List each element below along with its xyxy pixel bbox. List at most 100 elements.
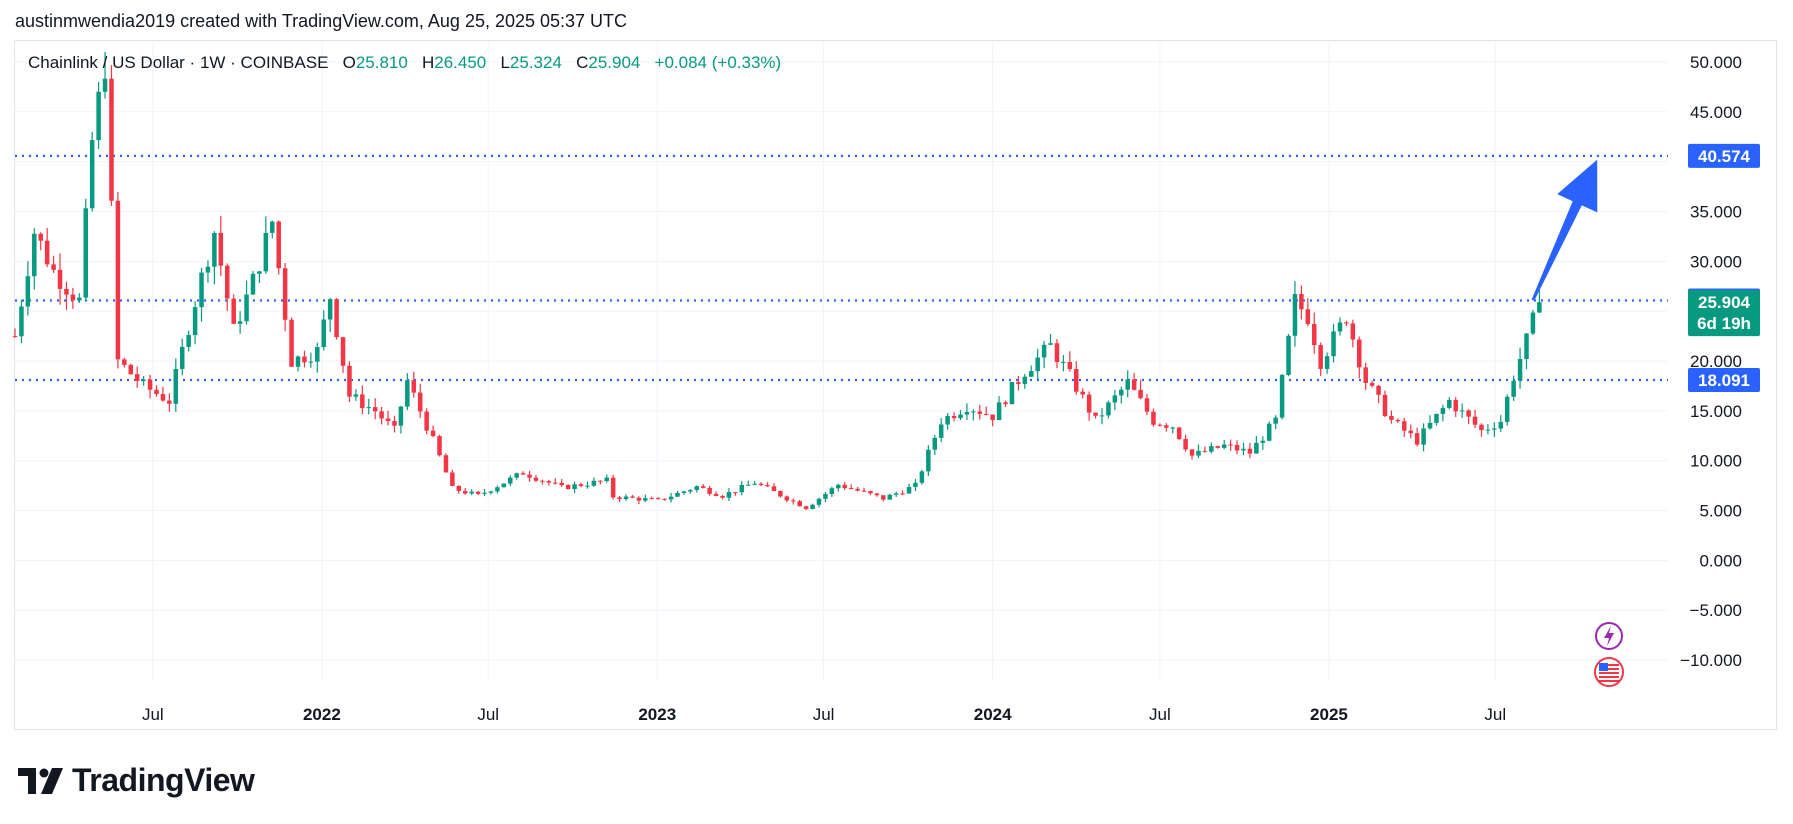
high-value: 26.450 <box>434 53 487 72</box>
candle-body <box>289 319 294 367</box>
candle-body <box>501 483 507 488</box>
candle-body <box>829 488 835 494</box>
candle-body <box>89 140 95 209</box>
candle-body <box>707 487 712 494</box>
candle-body <box>1106 402 1111 416</box>
candle-body <box>25 276 31 307</box>
y-tick-label: 35.000 <box>1690 202 1742 221</box>
candle-body <box>745 484 751 486</box>
candle-body <box>1125 379 1130 390</box>
candle-body <box>1363 367 1368 383</box>
candle-body <box>546 481 552 483</box>
candle-body <box>1414 433 1420 445</box>
event-icons <box>1594 622 1624 687</box>
candle-body <box>540 480 545 482</box>
candle-body <box>398 406 404 426</box>
candle-body <box>578 484 584 486</box>
candle-body <box>572 484 577 490</box>
level-badge <box>1688 368 1760 393</box>
tradingview-logo[interactable]: TradingView <box>18 762 255 799</box>
candle-body <box>1016 382 1021 384</box>
candle-body <box>173 369 179 404</box>
candle-body <box>417 392 423 412</box>
candle-body <box>1170 427 1175 429</box>
candle-body <box>1228 444 1233 446</box>
candle-body <box>437 436 442 456</box>
horizontal-levels <box>15 154 1668 382</box>
candle-body <box>462 490 468 494</box>
candle-body <box>1421 428 1426 445</box>
candle-body <box>938 424 944 438</box>
candle-body <box>514 473 519 478</box>
candle-body <box>1344 322 1349 324</box>
candle-body <box>38 233 43 241</box>
candle-body <box>122 359 127 365</box>
high-label: H <box>421 53 435 72</box>
x-tick-label: 2022 <box>303 705 341 724</box>
candle-body <box>327 299 333 320</box>
candle-body <box>340 337 346 366</box>
candle-body <box>263 232 269 272</box>
candle-body <box>321 319 326 348</box>
candle-body <box>1382 394 1388 417</box>
open-value: 25.810 <box>355 53 408 72</box>
y-tick-label: 45.000 <box>1690 103 1742 122</box>
level-badge-label: 18.091 <box>1698 371 1750 390</box>
y-tick-label: 50.000 <box>1690 53 1742 72</box>
y-tick-label: 30.000 <box>1690 252 1742 271</box>
candle-body <box>1311 324 1317 346</box>
tradingview-wordmark: TradingView <box>72 762 255 798</box>
candle-body <box>887 494 892 500</box>
x-tick-label: Jul <box>813 705 835 724</box>
candle-body <box>1299 294 1304 310</box>
candle-body <box>1453 399 1458 412</box>
y-tick-label: 20.000 <box>1690 352 1742 371</box>
candle-body <box>823 493 828 499</box>
candle-body <box>913 482 918 488</box>
candle-body <box>1189 449 1195 456</box>
x-tick-label: Jul <box>142 705 164 724</box>
candle-body <box>192 307 198 336</box>
y-tick-label: 5.000 <box>1699 502 1742 521</box>
candle-body <box>1202 450 1208 452</box>
candle-body <box>1286 335 1291 375</box>
candle-body <box>585 485 590 487</box>
candle-body <box>1209 446 1214 452</box>
candle-body <box>334 299 339 338</box>
candle-body <box>1144 398 1150 412</box>
candle-body <box>848 488 854 490</box>
candle-body <box>1427 422 1433 429</box>
candle-body <box>1472 416 1478 425</box>
candle-body <box>115 200 121 360</box>
candle-body <box>495 487 500 492</box>
candle-body <box>1318 345 1323 369</box>
candle-body <box>1350 323 1356 340</box>
candle-body <box>57 269 63 289</box>
close-value: 25.904 <box>588 53 641 72</box>
candle-body <box>244 294 249 322</box>
countdown-label: 6d 19h <box>1697 314 1751 333</box>
lightning-icon-bolt <box>1604 626 1614 646</box>
close-label: C <box>576 53 589 72</box>
candle-body <box>141 379 146 381</box>
candle-body <box>971 411 976 413</box>
candle-body <box>1074 369 1079 392</box>
candle-body <box>977 411 983 414</box>
candle-body <box>874 493 880 496</box>
level-badge <box>1688 143 1760 168</box>
candle-body <box>900 493 905 495</box>
price-chart[interactable]: 50.00045.00040.00035.00030.00025.00020.0… <box>0 0 1793 745</box>
candle-body <box>951 416 957 419</box>
candle-body <box>623 496 629 500</box>
candle-body <box>598 480 603 482</box>
candle-body <box>32 233 37 277</box>
candle-body <box>720 495 725 498</box>
candle-body <box>1035 357 1040 372</box>
symbol-legend[interactable]: Chainlink / US Dollar · 1W · COINBASE O2… <box>28 53 781 73</box>
candle-body <box>1389 416 1394 420</box>
candle-body <box>443 455 449 473</box>
candle-body <box>1196 450 1201 456</box>
x-tick-label: 2025 <box>1310 705 1348 724</box>
candle-body <box>179 346 185 370</box>
candle-body <box>1183 438 1188 450</box>
